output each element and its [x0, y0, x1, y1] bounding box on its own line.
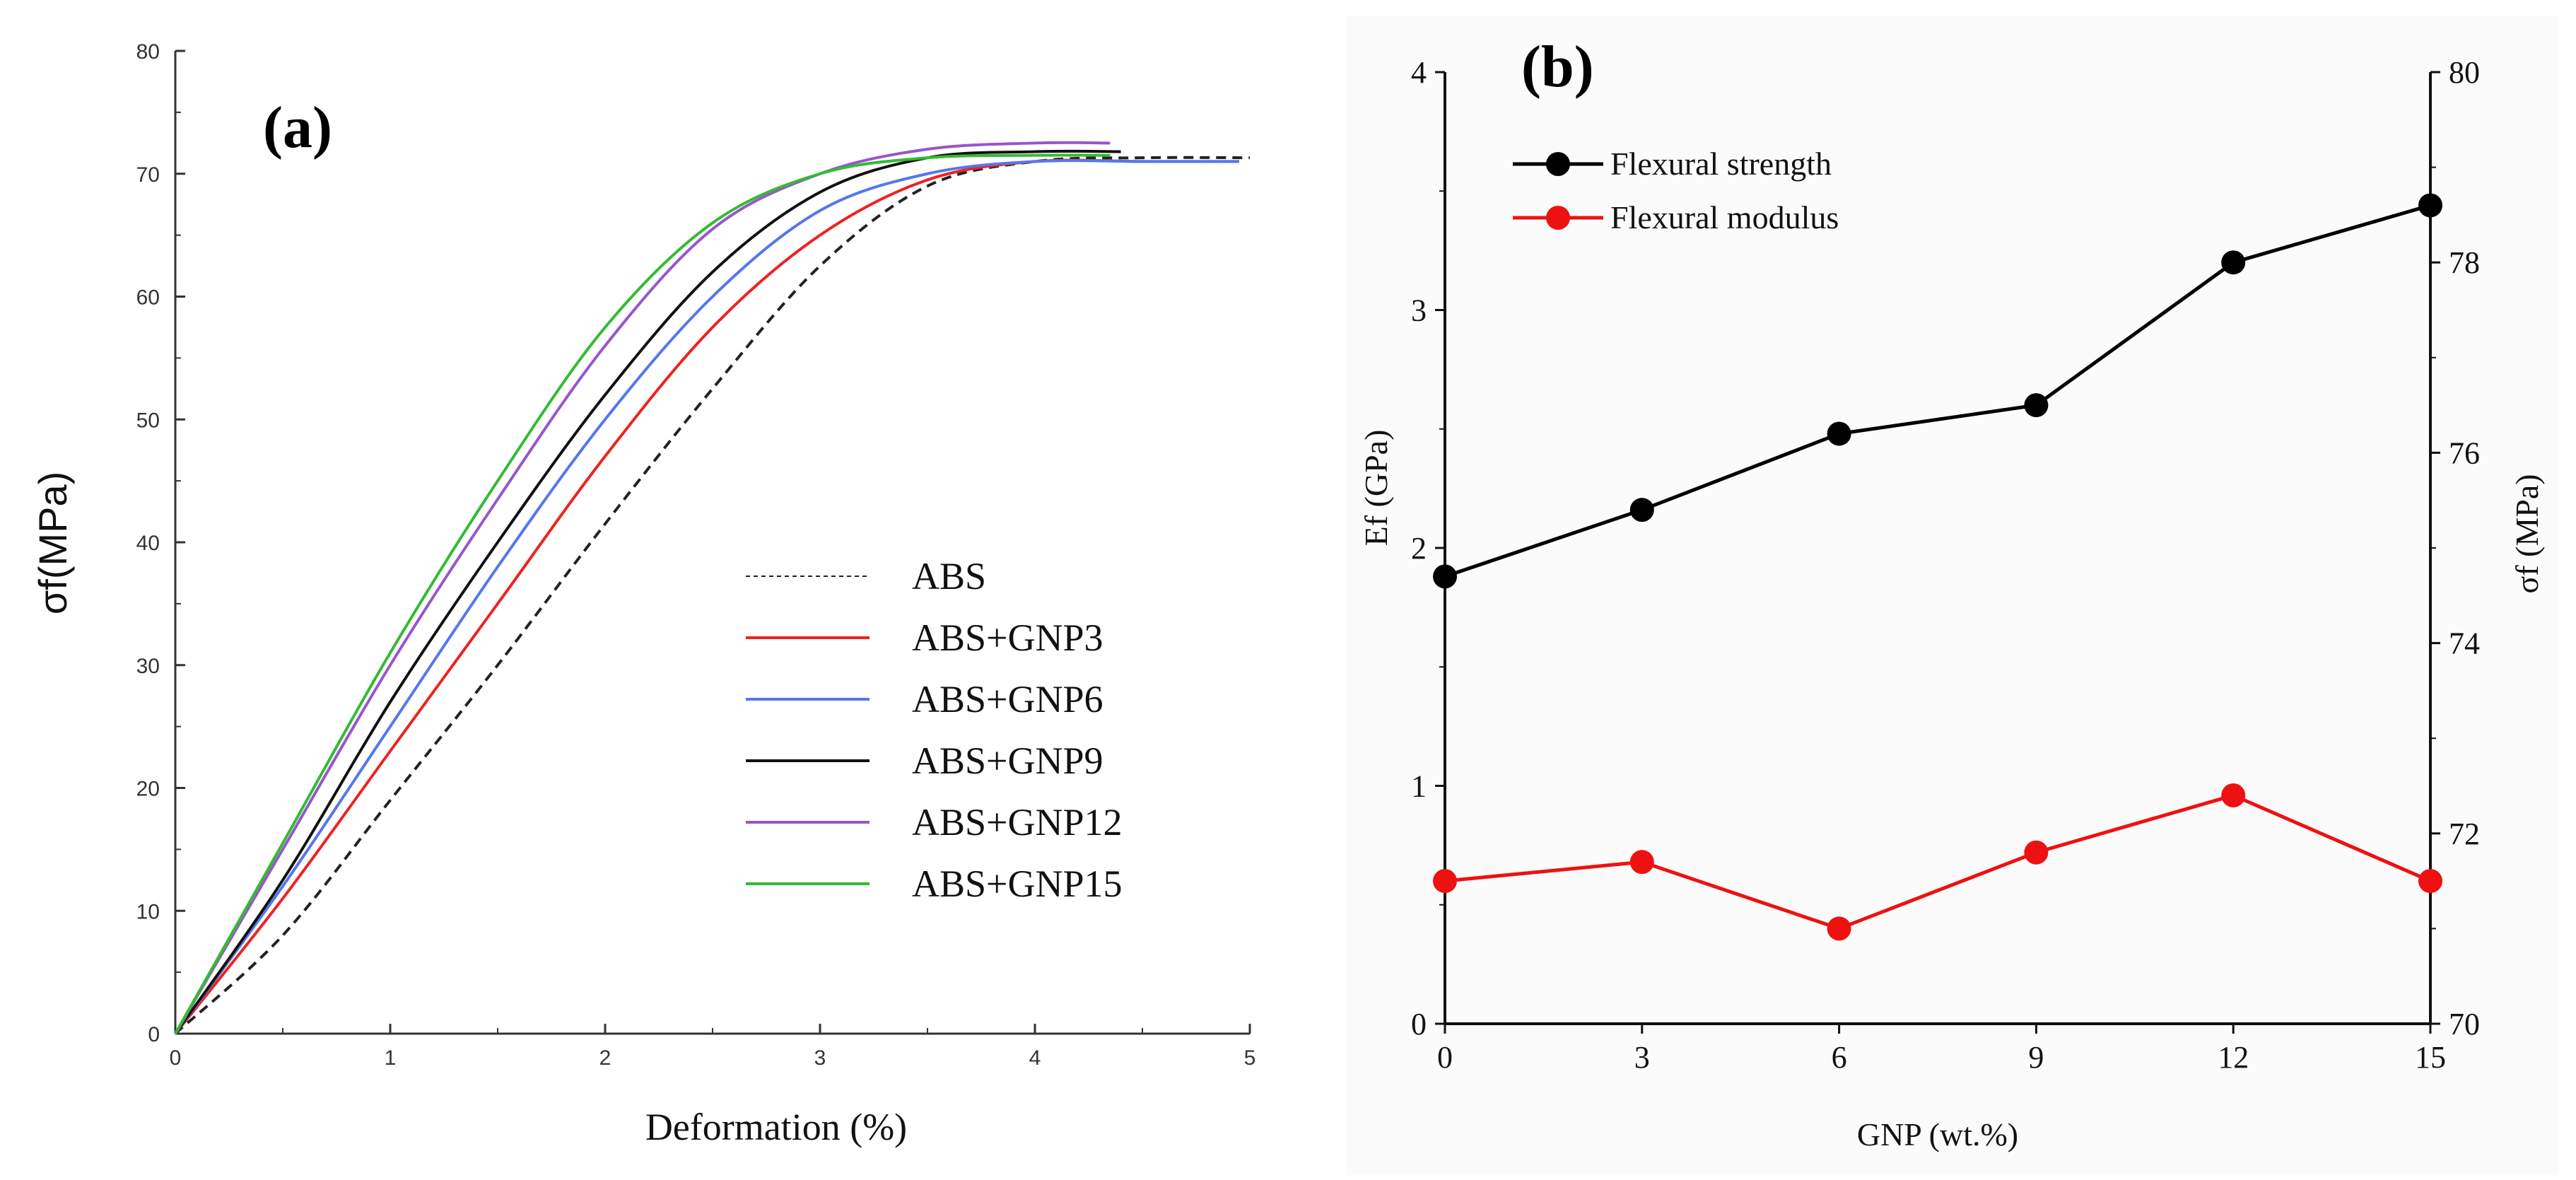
panel-a-legend-label-abs-gnp6: ABS+GNP6	[912, 678, 1103, 720]
panel-a-series	[174, 141, 1251, 1035]
panel-b-legend-label-flexural-strength: Flexural strength	[1610, 146, 1832, 182]
panel-b-left-y-tick-label: 2	[1411, 531, 1427, 566]
panel-b-left-y-tick-label: 1	[1411, 769, 1427, 804]
panel-b-marker-flexural-modulus	[1433, 869, 1457, 894]
panel-b-legend-marker-flexural-strength	[1546, 152, 1570, 176]
panel-a-y-tick-label: 40	[136, 532, 160, 555]
panel-a-legend-label-abs-gnp12: ABS+GNP12	[912, 801, 1123, 843]
panel-b-marker-flexural-modulus	[1827, 916, 1851, 941]
panel-a-y-tick-label: 30	[136, 655, 160, 678]
panel-b-legend-marker-flexural-modulus	[1546, 206, 1570, 230]
panel-a-y-tick-label: 10	[136, 900, 160, 923]
panel-a-legend: ABS ABS+GNP3 ABS+GNP6 ABS+GNP9 ABS+GNP12 ABS+…	[746, 555, 1123, 905]
panel-a-legend-label-abs-gnp15: ABS+GNP15	[912, 863, 1123, 905]
panel-b-x-tick-label: 3	[1634, 1040, 1650, 1075]
panel-a-line-abs-gnp15	[174, 153, 1111, 1034]
panel-b-marker-flexural-modulus	[2221, 783, 2246, 807]
panel-b-background	[1347, 16, 2559, 1175]
panel-b-marker-flexural-strength	[1629, 498, 1654, 522]
panel-a-line-abs-gnp6	[174, 159, 1239, 1035]
panel-b-right-y-tick-label: 80	[2449, 55, 2480, 90]
panel-b-line-flexural-strength	[1444, 204, 2431, 578]
panel-a-x-tick-label: 1	[385, 1046, 397, 1070]
panel-b-right-y-tick-label: 72	[2449, 817, 2480, 851]
panel-b-marker-flexural-strength	[1827, 421, 1851, 446]
panel-b-x-axis-label: GNP (wt.%)	[1857, 1116, 2018, 1152]
panel-a-line-abs-gnp12	[174, 141, 1111, 1035]
panel-b-line-flexural-modulus	[1444, 793, 2431, 931]
panel-b-left-y-tick-label: 4	[1411, 55, 1427, 90]
panel-b-right-y-tick-label: 70	[2449, 1007, 2480, 1041]
panel-b-left-y-axis-label: Ef (GPa)	[1358, 430, 1394, 547]
panel-b-x-tick-label: 12	[2218, 1040, 2249, 1075]
panel-b-label: (b)	[1521, 34, 1594, 100]
panel-b-x-tick-label: 9	[2028, 1040, 2044, 1075]
panel-a-y-tick-label: 0	[148, 1023, 160, 1046]
panel-a-x-tick-label: 4	[1029, 1046, 1041, 1070]
panel-a-x-tick-label: 0	[170, 1046, 182, 1070]
panel-b-series	[1433, 193, 2442, 941]
panel-b-legend-label-flexural-modulus: Flexural modulus	[1610, 199, 1839, 235]
panel-a-y-tick-label: 20	[136, 778, 160, 801]
panel-a-label: (a)	[263, 95, 332, 160]
panel-b-marker-flexural-strength	[2221, 250, 2246, 275]
panel-a-legend-label-abs-gnp9: ABS+GNP9	[912, 740, 1103, 782]
panel-b-x-tick-label: 0	[1437, 1040, 1453, 1075]
panel-b-right-y-tick-label: 76	[2449, 436, 2480, 470]
panel-b-legend: Flexural strength Flexural modulus	[1513, 146, 1839, 235]
panel-a-legend-label-abs: ABS	[912, 555, 986, 597]
panel-a-y-tick-label: 50	[136, 409, 160, 432]
panel-a-y-tick-label: 60	[136, 286, 160, 310]
panel-b-marker-flexural-modulus	[1629, 850, 1654, 875]
panel-b-right-y-tick-label: 74	[2449, 626, 2480, 661]
panel-b-x-tick-label: 15	[2415, 1040, 2446, 1075]
panel-b-right-y-tick-label: 78	[2449, 245, 2480, 280]
panel-b-marker-flexural-strength	[1433, 564, 1457, 589]
panel-a-line-abs-gnp9	[174, 149, 1121, 1035]
panel-b-right-y-axis-label: σf (MPa)	[2509, 474, 2545, 593]
panel-b-marker-flexural-strength	[2024, 393, 2049, 418]
panel-a-x-tick-label: 2	[599, 1046, 611, 1070]
panel-b-marker-flexural-modulus	[2418, 869, 2442, 894]
panel-b-left-y-tick-label: 3	[1411, 293, 1427, 328]
panel-a-x-tick-label: 5	[1244, 1046, 1256, 1070]
panel-a-y-tick-label: 70	[136, 163, 160, 187]
panel-a-y-axis-label: σf(MPa)	[30, 472, 75, 615]
panel-b-marker-flexural-strength	[2418, 193, 2442, 218]
panel-a-legend-label-abs-gnp3: ABS+GNP3	[912, 617, 1103, 659]
panel-b-x-tick-label: 6	[1832, 1040, 1847, 1075]
panel-b-left-y-tick-label: 0	[1411, 1007, 1427, 1041]
panel-b-marker-flexural-modulus	[2024, 840, 2049, 865]
panel-a-x-tick-label: 3	[814, 1046, 826, 1070]
panel-a-y-tick-label: 80	[136, 40, 160, 64]
panel-a-x-axis-label: Deformation (%)	[645, 1106, 907, 1148]
